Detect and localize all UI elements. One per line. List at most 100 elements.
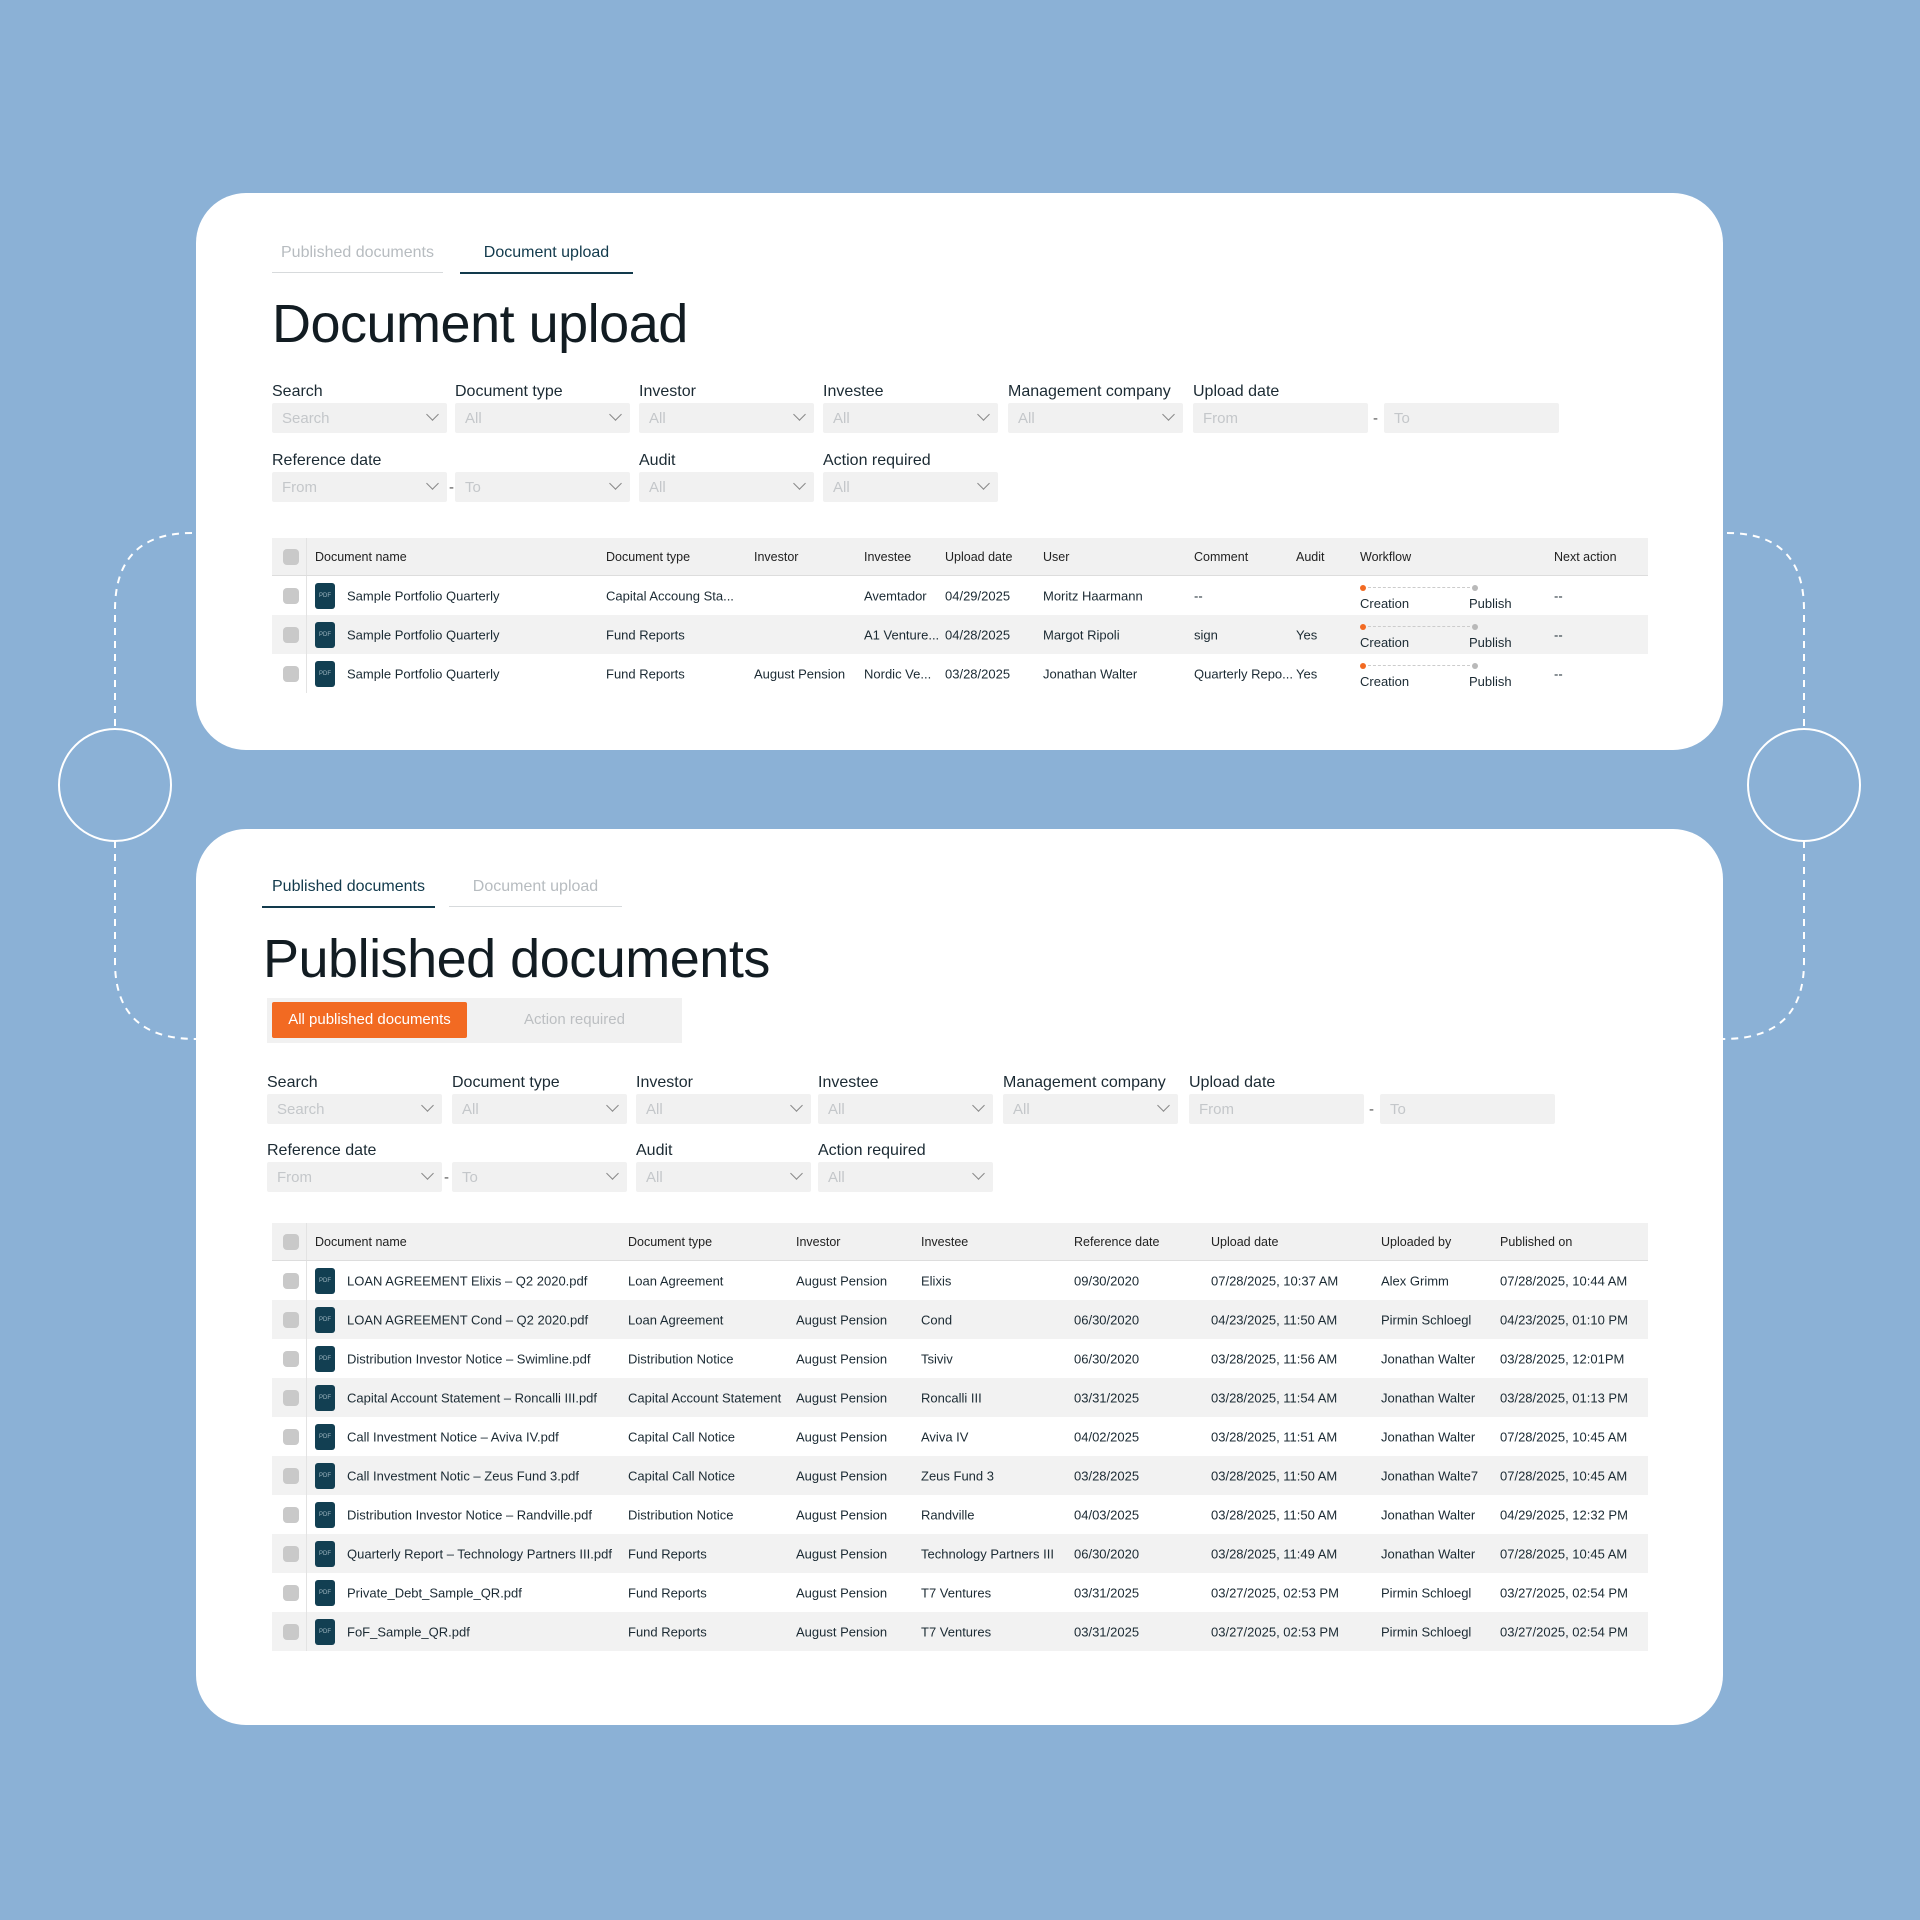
search-input[interactable]: Search (272, 403, 447, 433)
table-row[interactable]: PDF Sample Portfolio Quarterly Fund Report… (272, 654, 1648, 693)
cell-name[interactable]: Sample Portfolio Quarterly (347, 627, 500, 642)
table-row[interactable]: PDF Distribution Investor Notice – Randvi… (272, 1495, 1648, 1534)
document-type-select[interactable]: All (452, 1094, 627, 1124)
table-row[interactable]: PDF Sample Portfolio Quarterly Capital Acc… (272, 576, 1648, 615)
investor-select[interactable]: All (636, 1094, 811, 1124)
tab-published-documents[interactable]: Published documents (262, 878, 435, 908)
step-pending-dot (1472, 663, 1478, 669)
reference-date-to-select[interactable]: To (452, 1162, 627, 1192)
row-checkbox[interactable] (283, 1545, 299, 1562)
column-header[interactable]: Audit (1296, 549, 1325, 564)
column-header[interactable]: User (1043, 549, 1070, 564)
investee-select[interactable]: All (823, 403, 998, 433)
table-row[interactable]: PDF Sample Portfolio Quarterly Fund Report… (272, 615, 1648, 654)
reference-date-from-select[interactable]: From (272, 472, 447, 502)
cell-investor: August Pension (796, 1585, 888, 1600)
cell-name[interactable]: FoF_Sample_QR.pdf (347, 1624, 470, 1639)
cell-name[interactable]: Distribution Investor Notice – Swimline.… (347, 1351, 591, 1366)
row-checkbox[interactable] (283, 665, 299, 682)
cell-name[interactable]: LOAN AGREEMENT Elixis – Q2 2020.pdf (347, 1273, 588, 1288)
select-all-checkbox[interactable] (283, 1233, 299, 1250)
column-header[interactable]: Document type (606, 549, 691, 564)
segment-action-required[interactable]: Action required (524, 1011, 625, 1028)
segment-all-published[interactable]: All published documents (272, 1002, 467, 1038)
column-header[interactable]: Uploaded by (1381, 1234, 1452, 1249)
table-row[interactable]: PDF Capital Account Statement – Roncalli … (272, 1378, 1648, 1417)
investor-select[interactable]: All (639, 403, 814, 433)
step-creation-label: Creation (1360, 635, 1410, 650)
upload-date-to-input[interactable]: To (1384, 403, 1559, 433)
cell-investor: August Pension (796, 1468, 888, 1483)
table-row[interactable]: PDF Call Investment Notice – Aviva IV.pdf… (272, 1417, 1648, 1456)
cell-by: Pirmin Schloegl (1381, 1624, 1472, 1639)
investee-select[interactable]: All (818, 1094, 993, 1124)
table-row[interactable]: PDF Call Investment Notic – Zeus Fund 3.p… (272, 1456, 1648, 1495)
row-checkbox[interactable] (283, 1272, 299, 1289)
upload-date-from-input[interactable]: From (1193, 403, 1368, 433)
column-header[interactable]: Reference date (1074, 1234, 1160, 1249)
tab-document-upload[interactable]: Document upload (449, 878, 622, 907)
cell-name[interactable]: Quarterly Report – Technology Partners I… (347, 1546, 612, 1561)
row-checkbox[interactable] (283, 1311, 299, 1328)
column-header[interactable]: Document name (315, 549, 407, 564)
management-company-select[interactable]: All (1008, 403, 1183, 433)
upload-date-from-input[interactable]: From (1189, 1094, 1364, 1124)
column-header[interactable]: Document type (628, 1234, 713, 1249)
action-required-select[interactable]: All (823, 472, 998, 502)
row-checkbox[interactable] (283, 1350, 299, 1367)
column-header[interactable]: Upload date (1211, 1234, 1279, 1249)
cell-ref: 06/30/2020 (1074, 1312, 1140, 1327)
tab-document-upload[interactable]: Document upload (460, 244, 633, 274)
cell-comment: -- (1194, 588, 1203, 603)
divider (306, 615, 307, 654)
row-checkbox[interactable] (283, 1623, 299, 1640)
column-header[interactable]: Investor (796, 1234, 841, 1249)
cell-name[interactable]: Capital Account Statement – Roncalli III… (347, 1390, 598, 1405)
cell-name[interactable]: LOAN AGREEMENT Cond – Q2 2020.pdf (347, 1312, 589, 1327)
column-header[interactable]: Next action (1554, 549, 1617, 564)
select-all-checkbox[interactable] (283, 548, 299, 565)
audit-select[interactable]: All (636, 1162, 811, 1192)
management-company-select[interactable]: All (1003, 1094, 1178, 1124)
row-checkbox[interactable] (283, 587, 299, 604)
row-checkbox[interactable] (283, 1389, 299, 1406)
cell-name[interactable]: Call Investment Notic – Zeus Fund 3.pdf (347, 1468, 579, 1483)
table-row[interactable]: PDF LOAN AGREEMENT Cond – Q2 2020.pdf Loan… (272, 1300, 1648, 1339)
column-header[interactable]: Investee (864, 549, 912, 564)
document-type-select[interactable]: All (455, 403, 630, 433)
row-checkbox[interactable] (283, 1428, 299, 1445)
row-checkbox[interactable] (283, 626, 299, 643)
column-header[interactable]: Investor (754, 549, 799, 564)
reference-date-from-select[interactable]: From (267, 1162, 442, 1192)
tab-published-documents[interactable]: Published documents (272, 244, 443, 273)
cell-name[interactable]: Sample Portfolio Quarterly (347, 666, 500, 681)
table-row[interactable]: PDF Quarterly Report – Technology Partner… (272, 1534, 1648, 1573)
cell-name[interactable]: Sample Portfolio Quarterly (347, 588, 500, 603)
column-header[interactable]: Upload date (945, 549, 1013, 564)
audit-select[interactable]: All (639, 472, 814, 502)
column-header[interactable]: Published on (1500, 1234, 1573, 1249)
table-row[interactable]: PDF Distribution Investor Notice – Swimli… (272, 1339, 1648, 1378)
table-row[interactable]: PDF FoF_Sample_QR.pdf Fund Reports August P… (272, 1612, 1648, 1651)
action-required-select[interactable]: All (818, 1162, 993, 1192)
cell-pub: 04/23/2025, 01:10 PM (1500, 1312, 1628, 1327)
cell-upload: 03/28/2025, 11:56 AM (1211, 1351, 1338, 1366)
row-checkbox[interactable] (283, 1506, 299, 1523)
reference-date-to-select-value: To (465, 479, 481, 496)
pdf-file-icon: PDF (315, 1540, 335, 1567)
upload-date-to-input[interactable]: To (1380, 1094, 1555, 1124)
cell-investee: A1 Venture... (864, 627, 940, 642)
cell-name[interactable]: Distribution Investor Notice – Randville… (347, 1507, 592, 1522)
cell-name[interactable]: Call Investment Notice – Aviva IV.pdf (347, 1429, 559, 1444)
column-header[interactable]: Comment (1194, 549, 1249, 564)
table-row[interactable]: PDF Private_Debt_Sample_QR.pdf Fund Report… (272, 1573, 1648, 1612)
row-checkbox[interactable] (283, 1584, 299, 1601)
row-checkbox[interactable] (283, 1467, 299, 1484)
column-header[interactable]: Workflow (1360, 549, 1412, 564)
column-header[interactable]: Document name (315, 1234, 407, 1249)
table-row[interactable]: PDF LOAN AGREEMENT Elixis – Q2 2020.pdf Lo… (272, 1261, 1648, 1300)
column-header[interactable]: Investee (921, 1234, 969, 1249)
search-input[interactable]: Search (267, 1094, 442, 1124)
reference-date-to-select[interactable]: To (455, 472, 630, 502)
cell-name[interactable]: Private_Debt_Sample_QR.pdf (347, 1585, 522, 1600)
